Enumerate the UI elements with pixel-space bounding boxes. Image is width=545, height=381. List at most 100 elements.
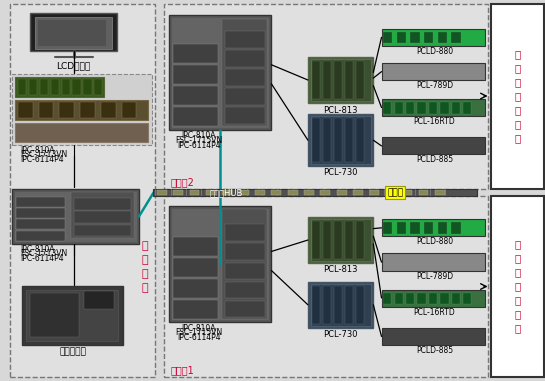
Bar [406,293,414,304]
Bar [311,219,371,261]
Bar [26,290,118,341]
Text: FSC-1713VN: FSC-1713VN [21,249,68,258]
Bar [35,17,112,49]
Text: PCL-16RTD: PCL-16RTD [414,308,455,317]
Text: 下位机1: 下位机1 [170,365,194,375]
Bar [164,196,488,377]
Bar [15,100,148,120]
Bar [397,222,406,234]
Bar [62,79,70,95]
Bar [356,221,364,259]
Bar [225,88,265,105]
Text: 信
号
输
入
输
出
端: 信 号 输 入 输 出 端 [514,49,521,143]
Bar [382,253,485,271]
Bar [173,258,218,277]
Text: LCD显示屏: LCD显示屏 [57,62,90,71]
Text: IPC-810A: IPC-810A [181,324,216,333]
Bar [382,99,485,116]
Bar [419,190,428,195]
Bar [10,4,155,377]
Bar [38,20,106,46]
Bar [440,102,449,114]
Bar [169,15,271,130]
Bar [30,13,117,51]
Bar [169,206,271,322]
Bar [410,32,420,43]
Bar [173,279,218,298]
Bar [16,219,65,229]
Text: 集线器HUB: 集线器HUB [209,188,243,197]
Bar [157,190,167,195]
Bar [10,4,155,377]
Bar [225,31,265,48]
Bar [173,300,218,319]
Bar [345,221,353,259]
Bar [153,189,477,196]
Bar [206,190,216,195]
Text: PCL-813: PCL-813 [323,106,358,115]
Bar [308,217,373,263]
Bar [345,61,353,99]
Bar [308,114,373,166]
Bar [382,219,485,236]
Bar [171,208,269,320]
Bar [16,231,65,241]
Bar [337,190,347,195]
Bar [308,282,373,328]
Bar [255,190,265,195]
Bar [382,29,485,46]
Bar [311,116,371,164]
Text: PCL-789D: PCL-789D [416,272,453,281]
Text: FSC-1715VN: FSC-1715VN [175,328,222,338]
Bar [452,293,460,304]
Bar [39,102,53,118]
Bar [320,190,330,195]
Bar [435,190,445,195]
Bar [311,284,371,326]
Bar [311,59,371,101]
Bar [451,222,461,234]
Text: PCLD-880: PCLD-880 [416,237,453,247]
Bar [84,291,114,309]
Bar [382,137,485,154]
Bar [173,190,183,195]
Bar [225,224,265,241]
Bar [463,102,471,114]
Bar [14,190,137,242]
Bar [15,77,104,97]
Bar [417,102,426,114]
Bar [334,118,342,162]
Bar [383,293,391,304]
Bar [15,123,148,142]
Bar [101,102,116,118]
Bar [74,211,131,223]
Bar [288,190,298,195]
Bar [51,79,59,95]
Bar [438,32,447,43]
Bar [74,198,131,210]
Bar [345,286,353,324]
Text: FSC-1715VN: FSC-1715VN [175,136,222,145]
Bar [382,63,485,80]
Bar [171,17,269,128]
Bar [164,4,488,189]
Bar [173,65,218,84]
Bar [312,286,320,324]
Text: IPC-810A: IPC-810A [21,146,55,155]
Bar [463,293,471,304]
Bar [225,282,265,298]
Bar [222,19,267,126]
Bar [383,222,392,234]
Bar [225,50,265,67]
Bar [173,107,218,126]
Bar [173,237,218,256]
Text: 主
机
部
分: 主 机 部 分 [141,241,148,293]
Bar [173,86,218,105]
Bar [356,118,364,162]
Bar [304,190,314,195]
Bar [356,61,364,99]
Bar [397,32,406,43]
Bar [122,102,136,118]
Bar [386,190,396,195]
Text: IPC-6114P4: IPC-6114P4 [21,155,64,164]
